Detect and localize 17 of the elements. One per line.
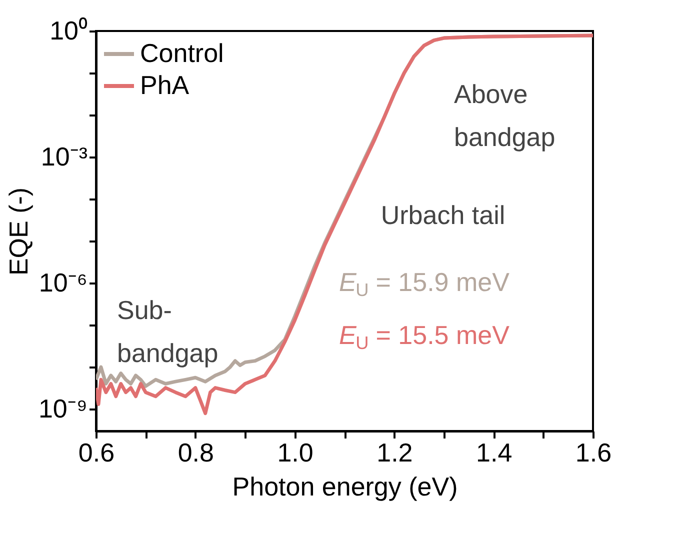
x-tick-label: 0.8	[178, 438, 214, 468]
legend-label: Control	[140, 38, 224, 68]
x-tick-label: 1.0	[277, 438, 314, 468]
legend-label: PhA	[140, 70, 190, 100]
x-tick-label: 1.4	[476, 438, 512, 468]
annotation: Above bandgap	[454, 79, 556, 152]
x-tick-label: 0.6	[78, 438, 115, 468]
x-tick-label: 1.6	[575, 438, 612, 468]
y-tick-label: 10⁻³	[40, 142, 88, 172]
x-axis-title: Photon energy (eV)	[232, 472, 458, 502]
annotation: Sub- bandgap	[117, 295, 218, 368]
y-tick-label: 10⁰	[50, 16, 88, 46]
y-tick-label: 10⁻⁹	[38, 394, 88, 424]
x-tick-label: 1.2	[376, 438, 413, 468]
annotation: Urbach tail	[380, 200, 506, 230]
y-axis-title: EQE (-)	[3, 187, 34, 276]
y-tick-label: 10⁻⁶	[38, 268, 88, 298]
